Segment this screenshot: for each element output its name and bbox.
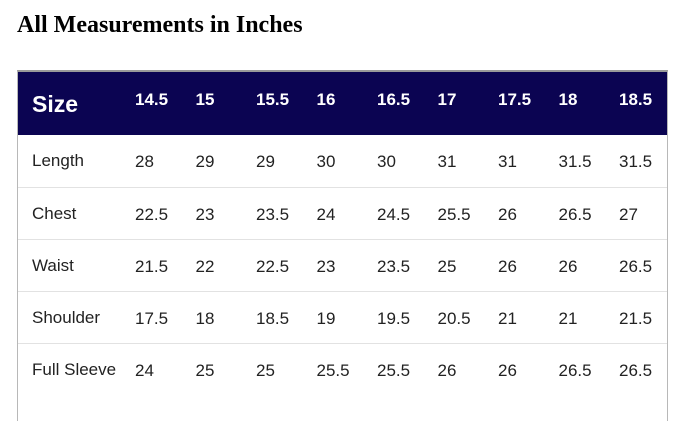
cell-value: 18.5 bbox=[256, 308, 290, 328]
header-size: 15.5 bbox=[256, 90, 290, 109]
cell-value: 25.5 bbox=[437, 204, 471, 224]
cell-value: 24 bbox=[316, 204, 336, 224]
cell-value: 22.5 bbox=[135, 204, 169, 224]
header-size: 17.5 bbox=[498, 90, 532, 109]
cell-value: 25 bbox=[195, 360, 215, 380]
row-label: Chest bbox=[32, 203, 77, 223]
table-row: Full Sleeve 24 25 25 25.5 25.5 26 26 26.5 26.5 bbox=[18, 343, 667, 421]
row-label: Waist bbox=[32, 255, 74, 275]
cell-value: 26.5 bbox=[619, 256, 653, 276]
cell-value: 25.5 bbox=[377, 360, 411, 380]
table-row: Length 28 29 29 30 30 31 31 31.5 31.5 bbox=[18, 135, 667, 187]
header-size: 16 bbox=[316, 90, 336, 109]
cell-value: 30 bbox=[377, 152, 396, 171]
table-header: Size 14.5 15 15.5 16 16.5 17 17.5 18 18.5 bbox=[18, 72, 667, 135]
cell-value: 19 bbox=[316, 308, 336, 328]
size-table: Size 14.5 15 15.5 16 16.5 17 17.5 18 18.5 Length 2… bbox=[18, 72, 667, 421]
header-size: 18 bbox=[558, 90, 578, 109]
page-title: All Measurements in Inches bbox=[17, 12, 303, 38]
row-label: Full Sleeve bbox=[32, 359, 117, 379]
cell-value: 31.5 bbox=[558, 152, 592, 171]
cell-value: 27 bbox=[619, 204, 638, 224]
cell-value: 24.5 bbox=[377, 204, 411, 224]
cell-value: 30 bbox=[316, 152, 336, 171]
header-size: 14.5 bbox=[135, 90, 169, 109]
cell-value: 31 bbox=[437, 152, 457, 171]
table-row: Chest 22.5 23 23.5 24 24.5 25.5 26 26.5 27 bbox=[18, 187, 667, 239]
cell-value: 21.5 bbox=[135, 256, 169, 276]
cell-value: 22.5 bbox=[256, 256, 290, 276]
table-row: Shoulder 17.5 18 18.5 19 19.5 20.5 21 21 21.5 bbox=[18, 291, 667, 343]
cell-value: 19.5 bbox=[377, 308, 411, 328]
cell-value: 21 bbox=[558, 308, 578, 328]
cell-value: 26 bbox=[498, 360, 517, 380]
cell-value: 26 bbox=[558, 256, 578, 276]
cell-value: 26.5 bbox=[558, 360, 592, 380]
cell-value: 26.5 bbox=[619, 360, 653, 380]
table-frame: Size 14.5 15 15.5 16 16.5 17 17.5 18 18.5 Length 2… bbox=[17, 70, 668, 421]
cell-value: 28 bbox=[135, 152, 154, 171]
cell-value: 23.5 bbox=[377, 256, 411, 276]
cell-value: 25 bbox=[256, 360, 275, 380]
cell-value: 26 bbox=[498, 204, 517, 224]
header-size: 16.5 bbox=[377, 90, 411, 109]
cell-value: 26 bbox=[498, 256, 517, 276]
cell-value: 20.5 bbox=[437, 308, 471, 328]
cell-value: 26.5 bbox=[558, 204, 592, 224]
header-row: Size 14.5 15 15.5 16 16.5 17 17.5 18 18.5 bbox=[18, 72, 667, 135]
cell-value: 17.5 bbox=[135, 308, 169, 328]
cell-value: 31 bbox=[498, 152, 517, 171]
cell-value: 21 bbox=[498, 308, 517, 328]
cell-value: 21.5 bbox=[619, 308, 653, 328]
header-label: Size bbox=[32, 91, 79, 117]
cell-value: 26 bbox=[437, 360, 457, 380]
cell-value: 24 bbox=[135, 360, 154, 380]
cell-value: 31.5 bbox=[619, 152, 653, 171]
cell-value: 23.5 bbox=[256, 204, 290, 224]
cell-value: 29 bbox=[195, 152, 215, 171]
cell-value: 18 bbox=[195, 308, 215, 328]
table-body: Length 28 29 29 30 30 31 31 31.5 31.5 Chest 22.5 23 2… bbox=[18, 135, 667, 421]
header-size: 17 bbox=[437, 90, 457, 109]
cell-value: 22 bbox=[195, 256, 215, 276]
cell-value: 25.5 bbox=[316, 360, 350, 380]
table-row: Waist 21.5 22 22.5 23 23.5 25 26 26 26.5 bbox=[18, 239, 667, 291]
cell-value: 23 bbox=[316, 256, 336, 276]
header-size: 18.5 bbox=[619, 90, 653, 109]
row-label: Length bbox=[32, 151, 84, 170]
row-label: Shoulder bbox=[32, 307, 101, 327]
cell-value: 25 bbox=[437, 256, 457, 276]
cell-value: 29 bbox=[256, 152, 275, 171]
header-size: 15 bbox=[195, 90, 215, 109]
cell-value: 23 bbox=[195, 204, 215, 224]
